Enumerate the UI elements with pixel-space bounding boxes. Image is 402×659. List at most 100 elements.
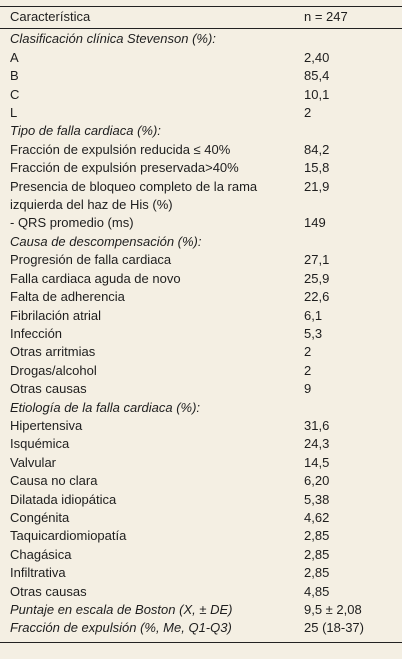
row-value: 9,5 ± 2,08: [304, 602, 362, 617]
label-text: Infección: [10, 325, 63, 341]
table-row: Taquicardiomiopatía 2,85: [0, 527, 402, 545]
label-text: Drogas/alcohol: [10, 362, 97, 378]
table-row: Falta de adherencia 22,6: [0, 288, 402, 306]
row-label: Valvular: [0, 454, 296, 472]
section-row: Etiología de la falla cardiaca (%):: [0, 399, 402, 417]
label-text: L: [10, 105, 18, 121]
row-label: B: [0, 67, 296, 85]
table-row: Chagásica 2,85: [0, 546, 402, 564]
label-text: Isquémica: [10, 436, 70, 452]
row-value: 14,5: [304, 454, 330, 470]
row-label: Otras causas: [0, 583, 296, 601]
row-value: 2: [304, 362, 312, 378]
row-value: 2: [304, 105, 312, 121]
table-row: Dilatada idiopática 5,38: [0, 491, 402, 509]
row-value: 31,6: [304, 417, 330, 433]
row-value: 2: [304, 344, 312, 360]
table-row: Puntaje en escala de Boston (X, ± DE) 9,5…: [0, 601, 402, 619]
row-label: Fibrilación atrial: [0, 307, 296, 325]
section-row: Tipo de falla cardiaca (%):: [0, 122, 402, 140]
label-text: Fracción de expulsión reducida ≤ 40%: [10, 141, 231, 157]
row-label: Puntaje en escala de Boston (X, ± DE): [0, 601, 296, 619]
row-label: C: [0, 86, 296, 104]
table-row: Falla cardiaca aguda de novo 25,9: [0, 270, 402, 288]
row-label: Otras arritmias: [0, 343, 296, 361]
label-text: Presencia de bloqueo completo de la rama…: [10, 178, 258, 213]
table-row: B 85,4: [0, 67, 402, 85]
table-row: Otras causas 9: [0, 380, 402, 398]
row-label: L: [0, 104, 296, 122]
row-label: Chagásica: [0, 546, 296, 564]
row-label: Presencia de bloqueo completo de la rama…: [0, 178, 296, 215]
table-row: - QRS promedio (ms) 149: [0, 214, 402, 232]
table-row: Causa no clara 6,20: [0, 472, 402, 490]
label-text: Hipertensiva: [10, 417, 83, 433]
label-text: Dilatada idiopática: [10, 491, 117, 507]
label-text: Causa no clara: [10, 473, 98, 489]
table-row: A 2,40: [0, 49, 402, 67]
table-row: Infiltrativa 2,85: [0, 564, 402, 582]
label-text: Otras causas: [10, 583, 87, 599]
row-value: 25,9: [304, 270, 330, 286]
label-text: Falta de adherencia: [10, 289, 125, 305]
row-value: 25 (18-37): [304, 620, 364, 636]
row-label: Fracción de expulsión reducida ≤ 40%: [0, 141, 296, 159]
row-value: 4,85: [304, 583, 330, 599]
row-label: Isquémica: [0, 435, 296, 453]
table-row: Drogas/alcohol 2: [0, 362, 402, 380]
row-label: Progresión de falla cardiaca: [0, 251, 296, 269]
row-label: Fracción de expulsión (%, Me, Q1-Q3): [0, 619, 296, 637]
label-text: Taquicardiomiopatía: [10, 528, 127, 544]
row-label: Congénita: [0, 509, 296, 527]
row-value: 2,40: [304, 49, 330, 65]
row-label: Infección: [0, 325, 296, 343]
table-row: Infección 5,3: [0, 325, 402, 343]
row-value: 84,2: [304, 141, 330, 157]
table-row: Valvular 14,5: [0, 454, 402, 472]
row-label: Taquicardiomiopatía: [0, 527, 296, 545]
row-value: 5,3: [304, 325, 323, 341]
table-row: Hipertensiva 31,6: [0, 417, 402, 435]
row-value: 2,85: [304, 528, 330, 544]
row-value: 4,62: [304, 509, 330, 525]
row-label: Falla cardiaca aguda de novo: [0, 270, 296, 288]
section-title: Clasificación clínica Stevenson (%):: [10, 31, 216, 47]
table-row: Congénita 4,62: [0, 509, 402, 527]
row-value: 85,4: [304, 68, 330, 84]
row-label: Drogas/alcohol: [0, 362, 296, 380]
label-text: Congénita: [10, 509, 70, 525]
table-body: Clasificación clínica Stevenson (%): A 2,4…: [0, 29, 402, 641]
row-label: Otras causas: [0, 380, 296, 398]
row-value: 2,85: [304, 565, 330, 581]
table-row: Otras arritmias 2: [0, 343, 402, 361]
label-text: Fracción de expulsión preservada>40%: [10, 160, 239, 176]
label-text: Infiltrativa: [10, 565, 66, 581]
row-label: Infiltrativa: [0, 564, 296, 582]
row-label: - QRS promedio (ms): [0, 214, 296, 232]
header-cell: n = 247: [304, 9, 348, 24]
section-title: Etiología de la falla cardiaca (%):: [10, 399, 201, 415]
label-text: Valvular: [10, 454, 57, 470]
table: Característica n = 247 Clasificación clí…: [0, 6, 402, 643]
section-title: Tipo de falla cardiaca (%):: [10, 123, 161, 139]
table-row: Fracción de expulsión reducida ≤ 40% 84,2: [0, 141, 402, 159]
label-text: Progresión de falla cardiaca: [10, 252, 172, 268]
row-value: 6,1: [304, 307, 323, 323]
section-title: Causa de descompensación (%):: [10, 233, 202, 249]
label-text: A: [10, 49, 19, 65]
row-value: 5,38: [304, 491, 330, 507]
row-label: Causa no clara: [0, 472, 296, 490]
label-text: Falla cardiaca aguda de novo: [10, 270, 181, 286]
row-value: 24,3: [304, 436, 330, 452]
table-row: Isquémica 24,3: [0, 435, 402, 453]
row-value: 21,9: [304, 178, 330, 194]
row-label: Dilatada idiopática: [0, 491, 296, 509]
table-row: Fracción de expulsión preservada>40% 15,8: [0, 159, 402, 177]
table-row: Progresión de falla cardiaca 27,1: [0, 251, 402, 269]
row-label: Falta de adherencia: [0, 288, 296, 306]
row-value: 27,1: [304, 252, 330, 268]
label-text: Fibrilación atrial: [10, 307, 102, 323]
label-text: Fracción de expulsión (%, Me, Q1-Q3): [10, 620, 232, 636]
